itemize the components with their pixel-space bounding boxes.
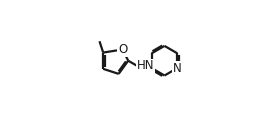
Text: O: O	[118, 43, 127, 56]
Text: N: N	[173, 62, 182, 75]
Text: HN: HN	[137, 60, 154, 72]
